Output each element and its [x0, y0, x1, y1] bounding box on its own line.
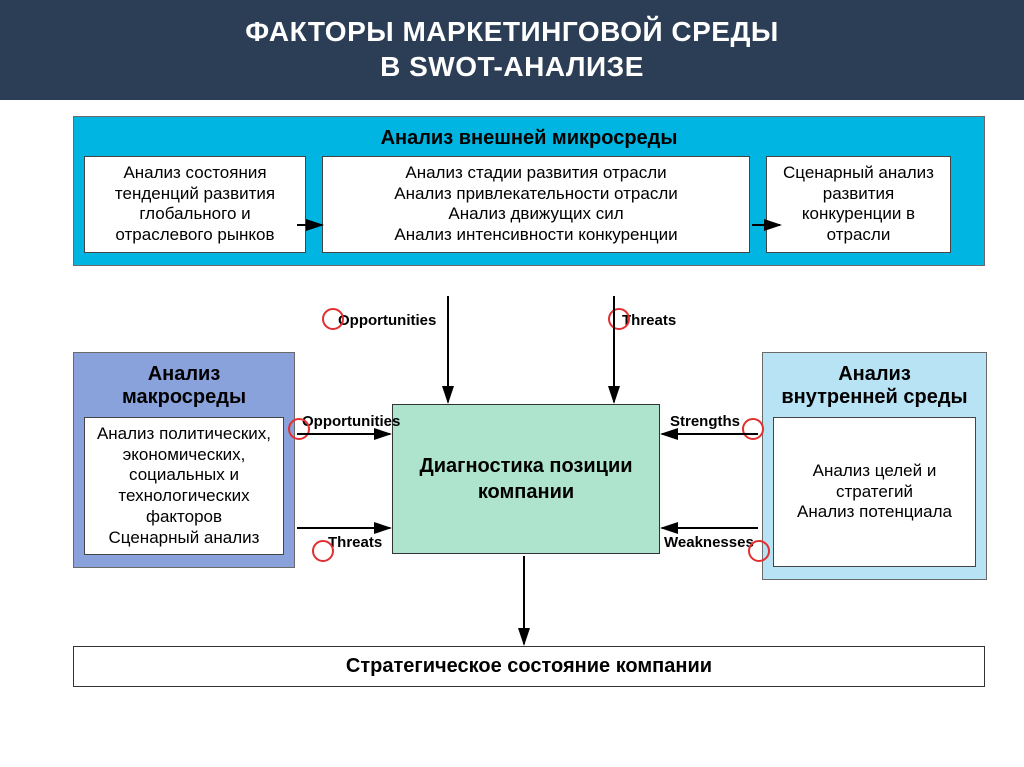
- ring-thr-top: [608, 308, 630, 330]
- internal-title: Анализ внутренней среды: [773, 357, 976, 413]
- micro-col-2: Анализ стадии развития отраслиАнализ при…: [322, 156, 750, 253]
- ring-opp-top: [322, 308, 344, 330]
- ring-opp-left: [288, 418, 310, 440]
- micro-block: Анализ внешней микросреды Анализ состоян…: [73, 116, 985, 266]
- label-thr-left: Threats: [328, 534, 382, 551]
- bottom-block: Стратегическое состояние компании: [73, 646, 985, 687]
- title-line-2: В SWOT-АНАЛИЗЕ: [0, 49, 1024, 84]
- micro-title: Анализ внешней микросреды: [84, 121, 974, 154]
- internal-block: Анализ внутренней среды Анализ целей и с…: [762, 352, 987, 580]
- title-line-1: ФАКТОРЫ МАРКЕТИНГОВОЙ СРЕДЫ: [0, 14, 1024, 49]
- internal-body: Анализ целей и стратегийАнализ потенциал…: [773, 417, 976, 567]
- bottom-text: Стратегическое состояние компании: [346, 655, 712, 677]
- center-text: Диагностика позиции компании: [393, 453, 659, 505]
- ring-str-right: [742, 418, 764, 440]
- ring-thr-left: [312, 540, 334, 562]
- label-opp-top: Opportunities: [338, 312, 436, 329]
- label-wkn-right: Weaknesses: [664, 534, 754, 551]
- label-opp-left: Opportunities: [302, 413, 400, 430]
- page-header: ФАКТОРЫ МАРКЕТИНГОВОЙ СРЕДЫ В SWOT-АНАЛИ…: [0, 0, 1024, 100]
- ring-wkn-right: [748, 540, 770, 562]
- label-str-right: Strengths: [670, 413, 740, 430]
- micro-col-3: Сценарный анализ развития конкуренции в …: [766, 156, 951, 253]
- macro-block: Анализ макросреды Анализ политических, э…: [73, 352, 295, 568]
- micro-col-1: Анализ состояния тенденций развития глоб…: [84, 156, 306, 253]
- label-thr-top: Threats: [622, 312, 676, 329]
- macro-body: Анализ политических, экономических, соци…: [84, 417, 284, 555]
- center-block: Диагностика позиции компании: [392, 404, 660, 554]
- macro-title: Анализ макросреды: [84, 357, 284, 413]
